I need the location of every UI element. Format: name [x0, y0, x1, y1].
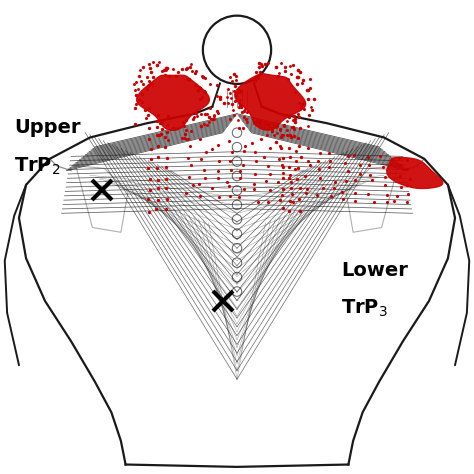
- Polygon shape: [387, 157, 443, 189]
- Text: Lower: Lower: [341, 261, 408, 280]
- Text: TrP$_3$: TrP$_3$: [341, 298, 388, 319]
- Text: Upper: Upper: [14, 118, 81, 137]
- Polygon shape: [137, 75, 210, 130]
- Circle shape: [203, 16, 271, 84]
- Polygon shape: [235, 74, 306, 130]
- Text: TrP$_2$: TrP$_2$: [14, 155, 61, 176]
